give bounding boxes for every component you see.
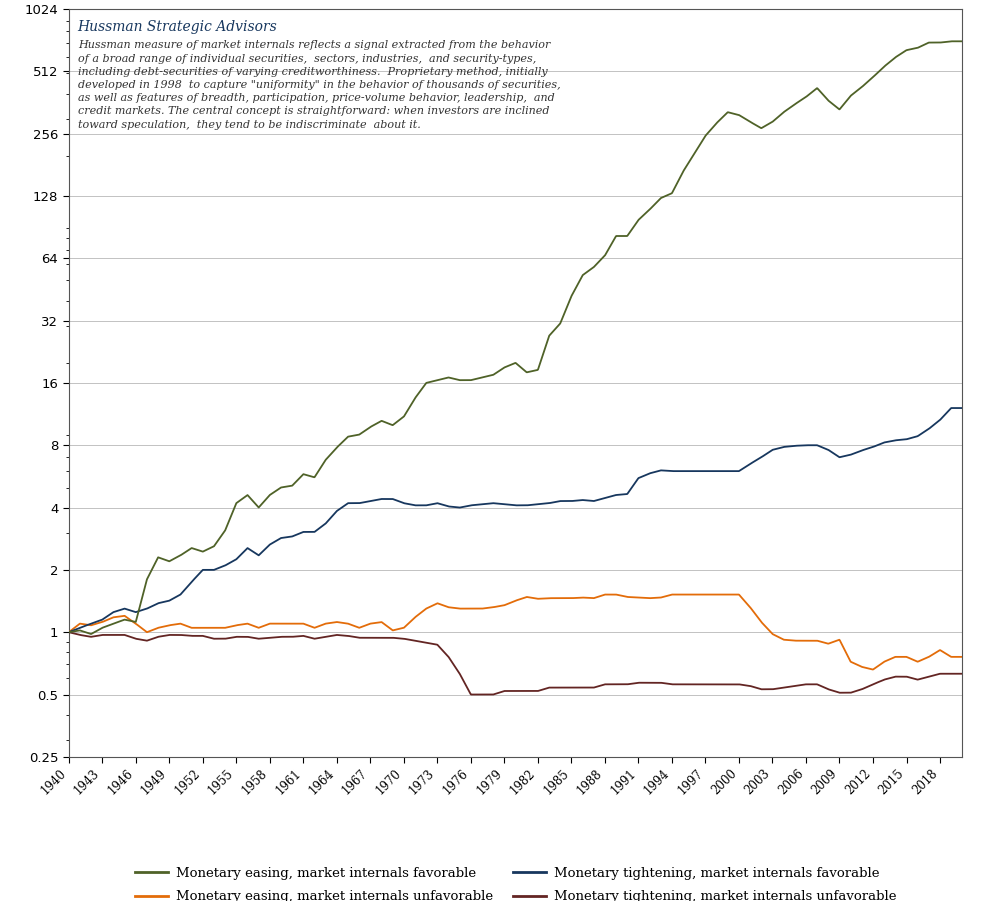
- Legend: Monetary easing, market internals favorable, Monetary easing, market internals u: Monetary easing, market internals favora…: [130, 861, 901, 901]
- Text: Hussman Strategic Advisors: Hussman Strategic Advisors: [78, 20, 278, 34]
- Text: Hussman measure of market internals reflects a signal extracted from the behavio: Hussman measure of market internals refl…: [78, 41, 561, 130]
